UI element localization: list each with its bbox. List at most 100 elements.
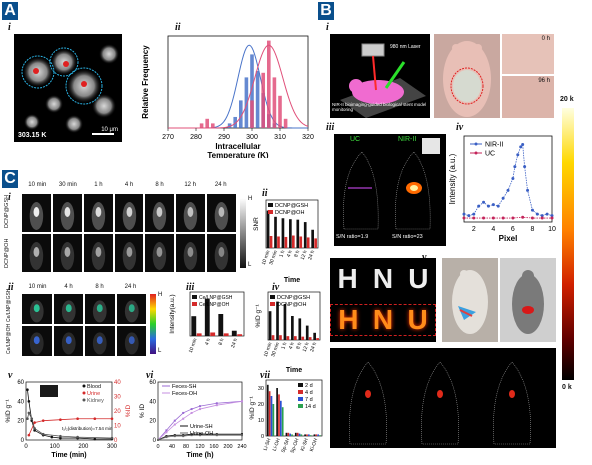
- histogram-bar: [233, 116, 237, 128]
- data-point: [27, 433, 31, 437]
- x-tick-label: 200: [78, 444, 89, 450]
- legend-marker: [82, 391, 86, 395]
- data-point: [199, 408, 201, 411]
- panel-c-ii-img-label: ii: [8, 282, 14, 293]
- bar: [266, 210, 270, 248]
- c-i-scale-h: H: [248, 196, 253, 202]
- x-tick-label: 30 min: [270, 341, 281, 357]
- data-point: [535, 212, 539, 216]
- bar: [196, 333, 202, 336]
- mouse-schematic-graphic: [340, 43, 426, 118]
- c-ii-oh-tile: [22, 326, 52, 356]
- c-ii-oh-tile: [85, 326, 115, 356]
- plot-frame: [25, 381, 113, 441]
- y-axis-label: %ID g⁻¹: [255, 304, 262, 328]
- uc-nir-imaging: UC NIR-II S/N ratio=1.9 S/N ratio=23: [334, 134, 446, 246]
- data-point: [482, 200, 486, 204]
- x-tick-label: 290: [218, 134, 230, 141]
- c-i-oh-tile: [145, 234, 175, 272]
- bar: [270, 396, 273, 436]
- c-ii-image-row-oh: [22, 326, 146, 356]
- bar: [301, 336, 305, 340]
- y-tick-label: 0: [153, 438, 157, 444]
- bar: [284, 236, 288, 248]
- gaussian-fit: [168, 44, 309, 129]
- data-point: [27, 411, 31, 415]
- x-tick-label: 8 h: [293, 249, 301, 258]
- x-tick-label: 8: [530, 226, 534, 233]
- bar: [313, 434, 316, 436]
- histogram-bar: [267, 40, 271, 128]
- legend-label: Feces-OH: [172, 391, 197, 397]
- letter-n-nir: N: [372, 304, 394, 335]
- y-tick-label: 30: [258, 386, 264, 392]
- intensity-colorbar: [562, 108, 574, 380]
- panel-a-ii-label: ii: [175, 22, 181, 33]
- panel-c-ii-chart-label: ii: [262, 188, 268, 199]
- legend-marker: [474, 142, 478, 146]
- c-i-time-labels: 10 min 30 min 1 h 4 h 8 h 12 h 24 h: [22, 182, 236, 192]
- stent-schematic: 980 nm Laser NIR-II bioimaging-guided bi…: [330, 34, 430, 118]
- plot-frame: [157, 381, 243, 441]
- bar: [315, 434, 318, 436]
- y-tick-label: 40: [149, 399, 156, 405]
- c-i-gsh-tile: [145, 194, 175, 232]
- c-i-gsh-tile: [52, 194, 82, 232]
- y2-axis-label: %ID: [125, 405, 132, 418]
- data-point: [530, 208, 534, 212]
- data-point: [521, 215, 525, 219]
- legend-swatch: [268, 210, 273, 214]
- letter-h-white: H: [337, 263, 358, 294]
- series-line: [157, 400, 243, 441]
- x-tick-label: 160: [209, 444, 218, 450]
- legend-swatch: [298, 397, 303, 401]
- histogram-bar: [227, 123, 232, 128]
- bar: [276, 388, 278, 436]
- c-i-gsh-tile: [114, 194, 144, 232]
- series-line: [157, 433, 242, 441]
- data-point: [190, 411, 193, 414]
- c-ii-image-row-gsh: [22, 294, 146, 324]
- bar: [306, 237, 310, 248]
- bar: [319, 435, 321, 436]
- c-ii-gsh-tile: [22, 294, 52, 324]
- data-point: [545, 212, 549, 216]
- bar: [313, 332, 316, 340]
- x-tick-label: 24 h: [307, 249, 316, 260]
- panel-a-i-label: i: [8, 22, 11, 33]
- c-i-scale: [240, 198, 246, 268]
- bar: [317, 434, 320, 436]
- colorbar-bottom-label: 0 k: [562, 384, 572, 391]
- time-label: 10 min: [28, 284, 47, 290]
- data-point: [491, 216, 495, 220]
- x-tick-label: Sp-OH: [290, 437, 301, 454]
- c-ii-scale-l: L: [158, 348, 162, 354]
- data-point: [182, 411, 185, 414]
- plot-frame: [189, 291, 245, 337]
- time-label: 24 h: [214, 182, 227, 188]
- temperature-label: 303.15 K: [18, 132, 47, 139]
- legend-label: NIR-II: [485, 142, 503, 149]
- legend-swatch: [270, 302, 275, 306]
- bar: [191, 316, 197, 336]
- data-point: [530, 216, 534, 220]
- legend-label: 4 d: [305, 390, 313, 396]
- c-ii-row-label-gsh: Ce/LNP@GSH: [6, 288, 12, 322]
- y-tick-label: 20: [258, 402, 264, 408]
- legend-label: DCNP@OH: [277, 302, 306, 308]
- letter-n-white: N: [372, 263, 394, 294]
- data-point: [199, 434, 201, 437]
- stent-monitoring-series: [330, 348, 556, 448]
- data-point: [59, 418, 62, 421]
- legend-marker: [82, 398, 86, 402]
- laser-label: 980 nm Laser: [390, 44, 421, 50]
- data-point: [472, 216, 476, 220]
- x-tick-label: 300: [107, 444, 118, 450]
- legend-label: DCNP@OH: [275, 210, 304, 216]
- y-axis-label: %ID g⁻¹: [5, 399, 12, 423]
- data-point: [59, 436, 62, 440]
- bar: [268, 311, 272, 340]
- bar: [296, 219, 300, 248]
- x-tick-label: 30 min: [268, 249, 279, 265]
